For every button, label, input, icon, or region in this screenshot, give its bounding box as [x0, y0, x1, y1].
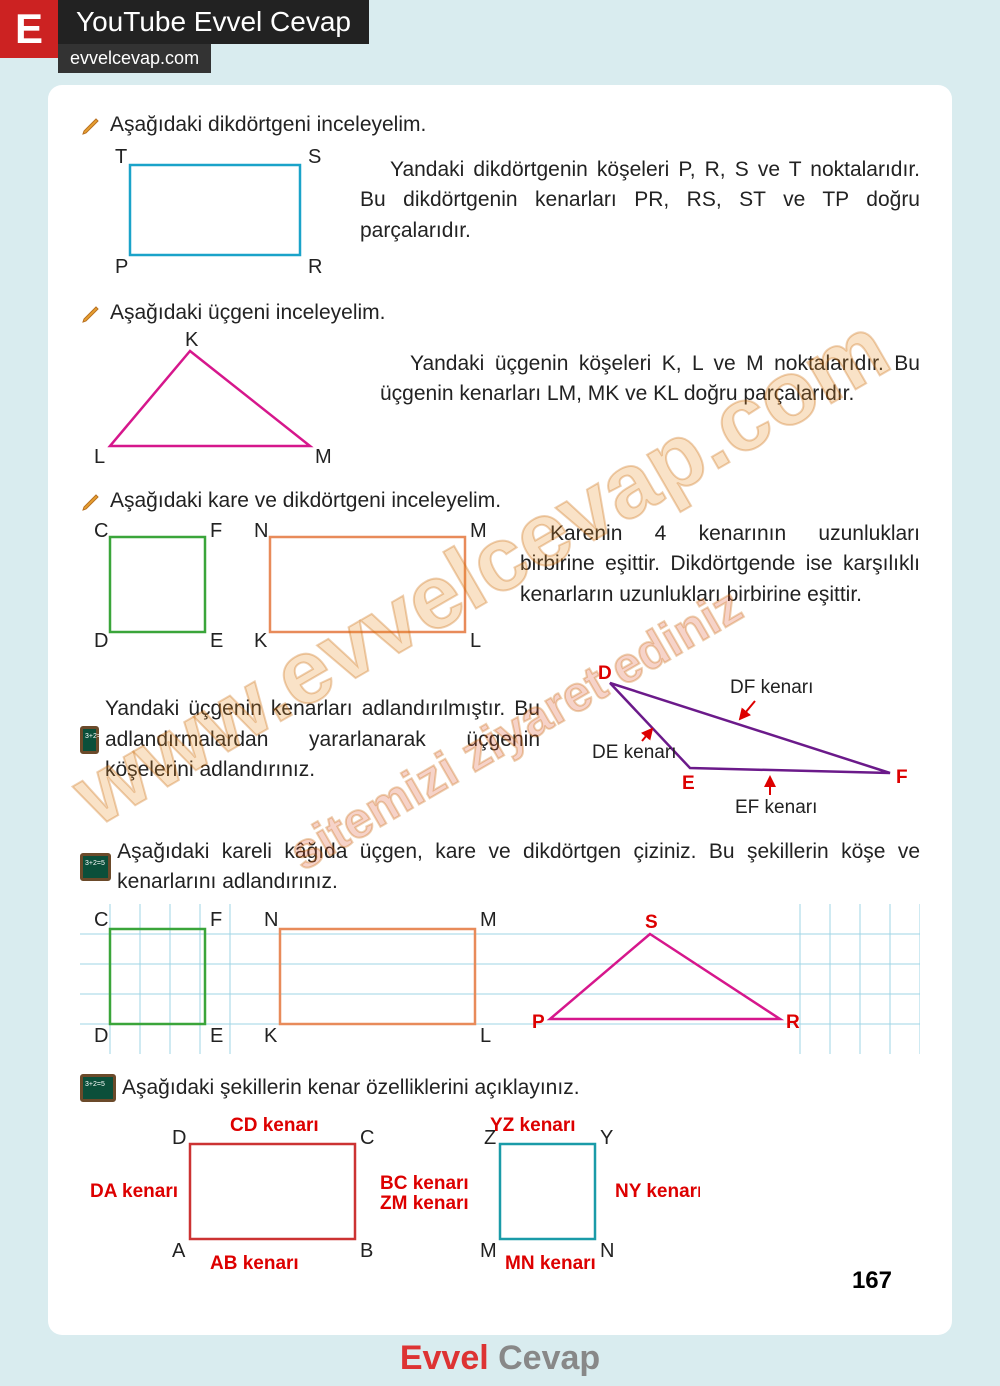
- svg-text:DA kenarı: DA kenarı: [90, 1181, 178, 1202]
- logo-badge: E: [0, 0, 58, 58]
- section3-head: Aşağıdaki kare ve dikdörtgeni inceleyeli…: [80, 489, 920, 513]
- svg-text:F: F: [896, 767, 908, 788]
- svg-text:YZ kenarı: YZ kenarı: [490, 1115, 576, 1136]
- svg-text:N: N: [600, 1240, 614, 1262]
- svg-text:R: R: [786, 1012, 800, 1033]
- svg-text:N: N: [254, 520, 268, 542]
- svg-text:BC kenarı: BC kenarı: [380, 1173, 469, 1194]
- svg-text:M: M: [480, 1240, 497, 1262]
- section1-title: Aşağıdaki dikdörtgeni inceleyelim.: [110, 113, 426, 137]
- header-subtitle: evvelcevap.com: [58, 44, 211, 73]
- svg-text:K: K: [264, 1025, 278, 1047]
- svg-text:L: L: [480, 1025, 491, 1047]
- svg-text:A: A: [172, 1240, 186, 1262]
- triangle-klm: K L M: [80, 331, 360, 471]
- svg-text:D: D: [94, 630, 108, 649]
- section3-title: Aşağıdaki kare ve dikdörtgeni inceleyeli…: [110, 489, 501, 513]
- board-icon: [80, 853, 111, 881]
- svg-text:S: S: [308, 146, 321, 168]
- footer-logo: Evvel Cevap: [400, 1339, 600, 1378]
- square-rect-cfde-nmkl: C F D E N M K L: [80, 519, 500, 649]
- svg-text:E: E: [682, 773, 695, 794]
- svg-text:T: T: [115, 146, 127, 168]
- svg-text:C: C: [94, 909, 108, 931]
- svg-text:B: B: [360, 1240, 373, 1262]
- grid-shapes: C F D E N M K L S P R: [80, 904, 920, 1054]
- svg-text:S: S: [645, 912, 658, 933]
- pencil-icon: [80, 489, 104, 513]
- page-content: Aşağıdaki dikdörtgeni inceleyelim. T S P…: [48, 85, 952, 1335]
- svg-text:CD kenarı: CD kenarı: [230, 1115, 319, 1136]
- svg-text:E: E: [210, 1025, 223, 1047]
- svg-text:D: D: [172, 1127, 186, 1149]
- section5-head: Aşağıdaki kareli kâğıda üçgen, kare ve d…: [80, 837, 920, 898]
- svg-text:M: M: [315, 446, 332, 468]
- svg-text:F: F: [210, 909, 222, 931]
- board-icon: [80, 1074, 116, 1102]
- svg-text:M: M: [470, 520, 487, 542]
- svg-text:DE kenarı: DE kenarı: [592, 742, 676, 763]
- svg-text:DF kenarı: DF kenarı: [730, 677, 813, 698]
- svg-text:P: P: [115, 256, 128, 278]
- footer-part2: Cevap: [489, 1339, 601, 1377]
- svg-text:K: K: [254, 630, 268, 649]
- section5-desc: Aşağıdaki kareli kâğıda üçgen, kare ve d…: [117, 837, 920, 898]
- header-title: YouTube Evvel Cevap: [58, 0, 369, 44]
- section1-desc: Yandaki dikdörtgenin köşeleri P, R, S ve…: [360, 143, 920, 246]
- svg-text:K: K: [185, 331, 199, 351]
- labeled-shapes: D C A B CD kenarı DA kenarı BC kenarı AB…: [80, 1109, 700, 1279]
- svg-text:E: E: [210, 630, 223, 649]
- section2-head: Aşağıdaki üçgeni inceleyelim.: [80, 301, 920, 325]
- svg-text:M: M: [480, 909, 497, 931]
- svg-text:AB kenarı: AB kenarı: [210, 1253, 299, 1274]
- triangle-def: D E F DF kenarı DE kenarı EF kenarı: [560, 663, 920, 823]
- footer-part1: Evvel: [400, 1339, 489, 1377]
- pencil-icon: [80, 301, 104, 325]
- section4-desc: Yandaki üçgenin kenarları adlandırılmışt…: [105, 694, 540, 785]
- board-icon: [80, 726, 99, 754]
- svg-text:R: R: [308, 256, 322, 278]
- section6-head: Aşağıdaki şekillerin kenar özelliklerini…: [80, 1073, 920, 1103]
- svg-text:L: L: [94, 446, 105, 468]
- svg-text:MN kenarı: MN kenarı: [505, 1253, 596, 1274]
- svg-text:P: P: [532, 1012, 545, 1033]
- svg-text:EF kenarı: EF kenarı: [735, 797, 817, 818]
- section3-desc: Karenin 4 kenarının uzunlukları birbirin…: [520, 519, 920, 610]
- section1-head: Aşağıdaki dikdörtgeni inceleyelim.: [80, 113, 920, 137]
- svg-text:F: F: [210, 520, 222, 542]
- rectangle-prst: T S P R: [80, 143, 340, 283]
- section2-title: Aşağıdaki üçgeni inceleyelim.: [110, 301, 385, 325]
- svg-text:NY kenarı: NY kenarı: [615, 1181, 700, 1202]
- svg-text:D: D: [94, 1025, 108, 1047]
- section6-desc: Aşağıdaki şekillerin kenar özelliklerini…: [122, 1073, 580, 1103]
- svg-text:C: C: [94, 520, 108, 542]
- page-number: 167: [852, 1267, 892, 1295]
- svg-text:C: C: [360, 1127, 374, 1149]
- svg-text:N: N: [264, 909, 278, 931]
- pencil-icon: [80, 113, 104, 137]
- svg-text:D: D: [598, 663, 612, 684]
- section4-head: Yandaki üçgenin kenarları adlandırılmışt…: [80, 694, 540, 785]
- svg-text:L: L: [470, 630, 481, 649]
- section2-desc: Yandaki üçgenin köşeleri K, L ve M nokta…: [380, 331, 920, 410]
- svg-text:Y: Y: [600, 1127, 613, 1149]
- svg-text:ZM kenarı: ZM kenarı: [380, 1193, 469, 1214]
